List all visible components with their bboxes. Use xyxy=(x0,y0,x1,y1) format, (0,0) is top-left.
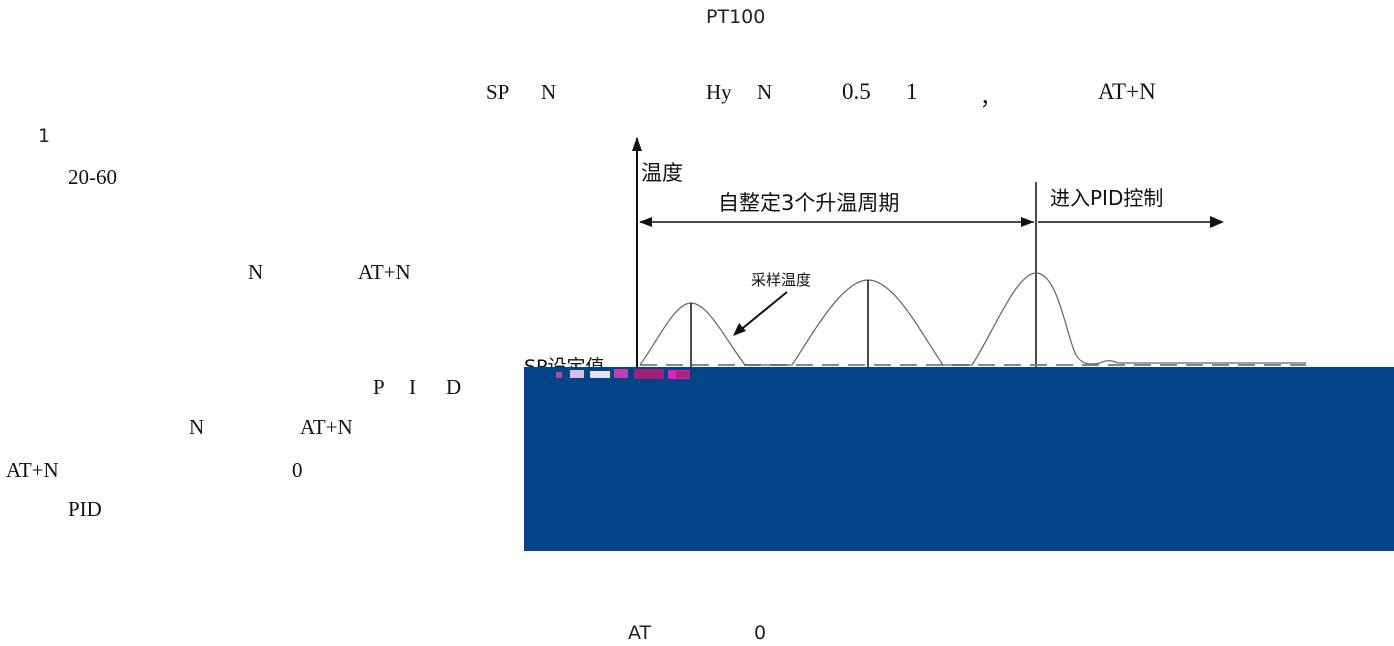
sensor-label: PT100 xyxy=(706,6,766,28)
footer-at: AT xyxy=(628,622,652,644)
text-at-b: AT+N xyxy=(300,415,353,439)
text-zero: 0 xyxy=(292,458,303,482)
autotune-label: 自整定3个升温周期 xyxy=(718,191,899,215)
y-axis-arrow-icon xyxy=(632,137,642,151)
sample-pointer-arrow-icon xyxy=(733,323,746,336)
sample-label: 采样温度 xyxy=(751,271,811,289)
sample-pointer-line xyxy=(737,291,788,333)
artifact-block xyxy=(614,369,628,378)
blue-panel xyxy=(524,367,1394,551)
text-at-c: AT+N xyxy=(6,458,59,482)
text-d: D xyxy=(446,375,462,399)
autotune-diagram: 温度 自整定3个升温周期 进入PID控制 采样温度 SP设定值 xyxy=(524,137,1394,551)
param-n1: N xyxy=(541,80,557,104)
artifact-block xyxy=(556,372,562,378)
y-axis-label: 温度 xyxy=(641,161,683,185)
pid-arrow-icon xyxy=(1210,216,1224,228)
text-at-a: AT+N xyxy=(358,260,411,284)
param-n2: N xyxy=(757,80,773,104)
artifact-block xyxy=(570,370,584,378)
text-n-b: N xyxy=(189,415,205,439)
footer-zero: 0 xyxy=(754,622,767,644)
artifact-block xyxy=(634,369,664,379)
artifact-block xyxy=(590,371,610,378)
param-sp: SP xyxy=(486,80,510,104)
param-v1: 0.5 xyxy=(842,79,871,104)
text-n-a: N xyxy=(248,260,264,284)
text-i: I xyxy=(409,375,416,399)
autotune-left-arrow-icon xyxy=(639,217,652,227)
time-range: 20-60 xyxy=(68,165,117,189)
autotune-right-arrow-icon xyxy=(1021,217,1034,227)
param-v2: 1 xyxy=(906,79,918,104)
pid-label: 进入PID控制 xyxy=(1050,186,1163,210)
text-pid: PID xyxy=(68,497,102,521)
param-hy: Hy xyxy=(706,80,732,104)
param-at: AT+N xyxy=(1098,79,1156,104)
artifact-block xyxy=(676,371,690,378)
text-p: P xyxy=(373,375,385,399)
item-number: 1 xyxy=(38,125,51,147)
temperature-curve xyxy=(639,272,1306,366)
param-comma: ， xyxy=(980,86,1001,110)
